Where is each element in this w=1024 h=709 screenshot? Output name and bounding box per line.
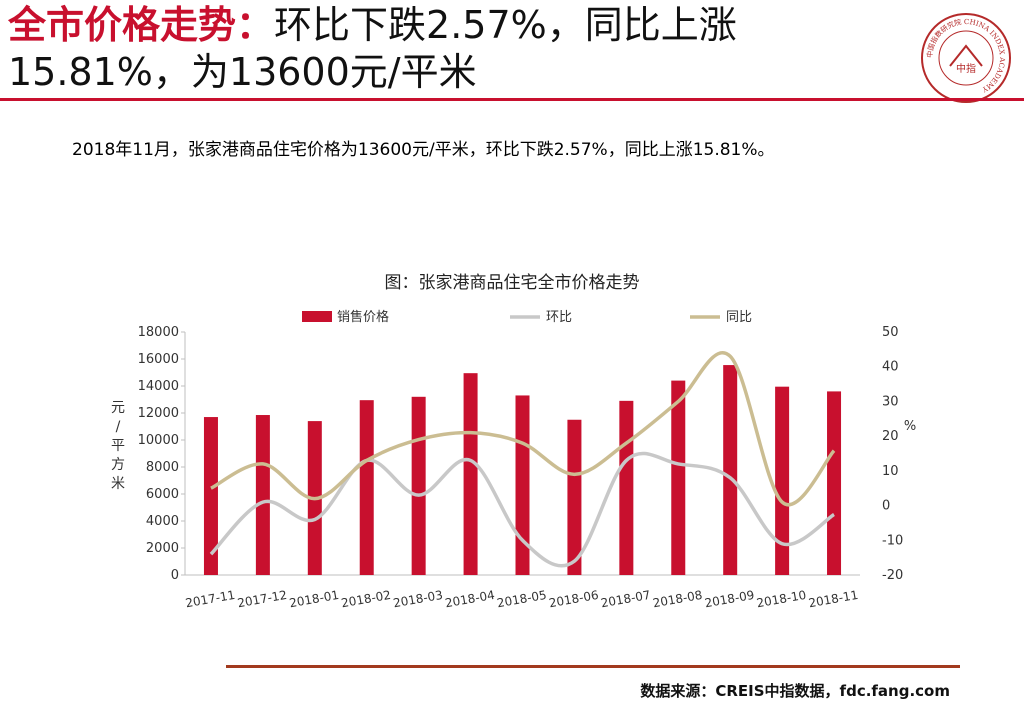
left-axis-tick-label: 16000 <box>138 352 179 367</box>
page-title: 全市价格走势：环比下跌2.57%，同比上涨 15.81%，为13600元/平米 <box>8 2 908 96</box>
logo-center-text: 中指 <box>956 62 976 75</box>
footer-divider <box>226 665 960 668</box>
china-index-academy-logo: 中国指数研究院 CHINA INDEX ACADEMY 中指 <box>921 13 1011 103</box>
x-axis-tick-label: 2018-05 <box>496 588 548 610</box>
left-axis-label-char: 方 <box>111 457 125 473</box>
left-axis-tick-label: 8000 <box>146 460 179 475</box>
page-title-line2: 15.81%，为13600元/平米 <box>8 50 477 94</box>
data-source: 数据来源：CREIS中指数据，fdc.fang.com <box>640 682 950 700</box>
bar-sales-price <box>203 417 218 575</box>
left-axis-label-char: / <box>116 419 121 435</box>
x-axis-tick-label: 2017-12 <box>236 588 288 610</box>
legend-swatch-sales-price <box>302 311 332 322</box>
x-axis-tick-label: 2018-04 <box>444 588 496 610</box>
x-axis-tick-label: 2018-09 <box>704 588 756 610</box>
x-axis-tick-label: 2018-02 <box>340 588 392 610</box>
right-axis-tick-label: 20 <box>882 429 899 444</box>
line-yoy <box>210 351 836 507</box>
bar-sales-price <box>255 415 270 575</box>
legend-label-mom: 环比 <box>546 310 572 325</box>
bar-sales-price <box>827 391 842 575</box>
right-axis-tick-label: 30 <box>882 394 899 409</box>
x-axis-tick-label: 2018-11 <box>807 588 859 610</box>
header-divider <box>0 98 1024 101</box>
legend-label-yoy: 同比 <box>726 310 752 325</box>
left-axis-tick-label: 10000 <box>138 433 179 448</box>
legend-label-sales-price: 销售价格 <box>337 309 389 325</box>
bar-sales-price <box>411 396 426 575</box>
left-axis-label-char: 元 <box>111 400 125 416</box>
right-axis-tick-label: -10 <box>882 533 903 548</box>
right-axis-tick-label: 10 <box>882 464 899 479</box>
bar-sales-price <box>619 400 634 575</box>
right-axis-label: % <box>904 419 916 434</box>
bar-sales-price <box>359 400 374 575</box>
right-axis-tick-label: -20 <box>882 568 903 583</box>
x-axis-tick-label: 2018-10 <box>756 588 808 610</box>
left-axis-tick-label: 12000 <box>138 406 179 421</box>
left-axis-label-char: 米 <box>111 476 125 492</box>
left-axis-label-char: 平 <box>111 438 125 454</box>
page-title-rest: 环比下跌2.57%，同比上涨 <box>274 3 737 47</box>
x-axis-tick-label: 2018-08 <box>652 588 704 610</box>
right-axis-tick-label: 0 <box>882 499 890 514</box>
bar-sales-price <box>723 365 738 575</box>
bar-sales-price <box>775 386 790 575</box>
page-title-accent: 全市价格走势： <box>8 3 275 47</box>
left-axis-tick-label: 2000 <box>146 541 179 556</box>
line-mom <box>209 451 836 568</box>
left-axis-tick-label: 0 <box>171 568 179 583</box>
right-axis-tick-label: 50 <box>882 325 899 340</box>
x-axis-tick-label: 2018-06 <box>548 588 600 610</box>
x-axis-tick-label: 2018-01 <box>288 588 340 610</box>
bar-sales-price <box>671 380 686 575</box>
bar-sales-price <box>515 395 530 575</box>
bar-sales-price <box>463 373 478 575</box>
chart-title: 图：张家港商品住宅全市价格走势 <box>384 273 640 293</box>
left-axis-tick-label: 4000 <box>146 514 179 529</box>
left-axis-tick-label: 14000 <box>138 379 179 394</box>
price-trend-chart: 0 2000 4000 6000 8000 10000 12000 14000 16000 180… <box>111 309 916 610</box>
left-axis-tick-label: 18000 <box>138 325 179 340</box>
x-axis-tick-label: 2018-07 <box>600 588 652 610</box>
summary-text: 2018年11月，张家港商品住宅价格为13600元/平米，环比下跌2.57%，同… <box>72 140 775 160</box>
bar-sales-price <box>567 419 582 575</box>
x-axis-tick-label: 2018-03 <box>392 588 444 610</box>
left-axis-tick-label: 6000 <box>146 487 179 502</box>
right-axis-tick-label: 40 <box>882 360 899 375</box>
x-axis-tick-label: 2017-11 <box>184 588 236 610</box>
